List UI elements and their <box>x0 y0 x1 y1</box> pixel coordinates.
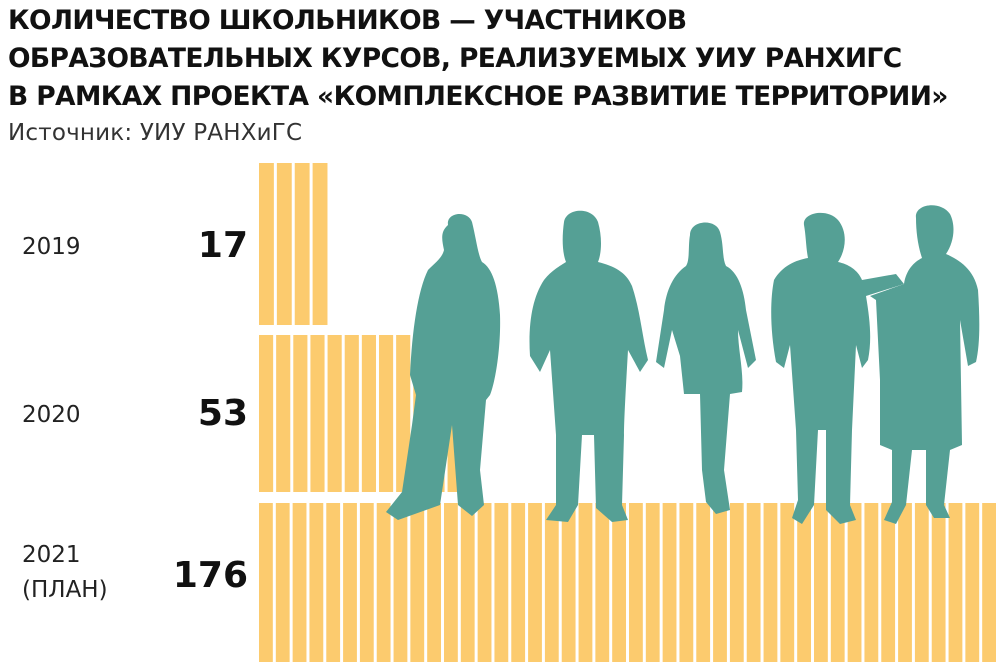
bar-2019 <box>259 163 328 325</box>
bar-stripe <box>746 503 761 662</box>
bar-stripe <box>662 503 677 662</box>
bar-stripe <box>544 503 559 662</box>
bar-stripe <box>763 503 778 662</box>
bar-stripe <box>343 503 357 662</box>
value-label-2021: 176 <box>172 555 248 596</box>
source-note: Источник: УИУ РАНХиГС <box>8 120 303 146</box>
people-silhouettes-icon <box>386 205 980 524</box>
bar-stripe <box>578 503 593 662</box>
year-label-2021: 2021 (ПЛАН) <box>22 542 108 603</box>
bar-stripe <box>361 335 376 492</box>
bar-stripe <box>696 503 711 662</box>
value-label-2019: 17 <box>197 225 248 266</box>
bar-stripe <box>427 503 441 662</box>
bar-2021 <box>259 503 996 662</box>
bar-stripe <box>780 503 795 662</box>
year-label-2019: 2019 <box>22 234 81 260</box>
bar-stripe <box>292 503 307 662</box>
bar-stripe <box>561 503 576 662</box>
bar-stripe <box>814 503 828 662</box>
bar-stripe <box>276 335 291 492</box>
bar-stripe <box>713 503 727 662</box>
bar-stripe <box>645 503 660 662</box>
man-silhouette-icon <box>529 210 648 522</box>
bar-stripe <box>294 163 310 325</box>
bar-stripe <box>276 163 292 325</box>
bar-stripe <box>494 503 509 662</box>
bar-stripe <box>312 163 328 325</box>
bar-stripe <box>830 503 845 662</box>
bar-stripe <box>327 335 342 492</box>
bar-stripe <box>396 335 411 492</box>
value-label-2020: 53 <box>197 393 248 434</box>
year-label-2020: 2020 <box>22 402 81 428</box>
bar-stripe <box>344 335 359 492</box>
title-line-2: ОБРАЗОВАТЕЛЬНЫХ КУРСОВ, РЕАЛИЗУЕМЫХ УИУ … <box>8 43 902 74</box>
bar-stripe <box>847 503 862 662</box>
bar-stripe <box>914 503 929 662</box>
bar-stripe <box>376 503 391 662</box>
bar-stripe <box>275 503 290 662</box>
bar-stripe <box>293 335 308 492</box>
bar-stripe <box>259 503 273 662</box>
bar-stripe <box>679 503 694 662</box>
bar-stripe <box>982 503 996 662</box>
bar-stripe <box>881 503 896 662</box>
bar-stripe <box>444 503 458 662</box>
bar-stripe <box>729 503 744 662</box>
bar-stripe <box>898 503 912 662</box>
woman-silhouette-icon <box>656 222 756 514</box>
bar-stripe <box>965 503 980 662</box>
bar-stripe <box>595 503 610 662</box>
bar-stripe <box>378 335 394 492</box>
woman-silhouette-icon <box>386 214 501 520</box>
bar-stripe <box>931 503 946 662</box>
bar-stripe <box>309 503 324 662</box>
bar-stripe <box>460 503 475 662</box>
bar-stripe <box>612 503 626 662</box>
bar-stripe <box>359 503 374 662</box>
bar-stripe <box>511 503 526 662</box>
bar-stripe <box>393 503 408 662</box>
chart-title: КОЛИЧЕСТВО ШКОЛЬНИКОВ — УЧАСТНИКОВ ОБРАЗ… <box>8 2 998 116</box>
bar-stripe <box>259 335 274 492</box>
bar-stripe <box>797 503 811 662</box>
bar-stripe <box>528 503 542 662</box>
man-silhouette-icon <box>870 205 980 524</box>
bar-stripe <box>477 503 492 662</box>
bar-stripe <box>259 163 274 325</box>
bar-stripe <box>310 335 325 492</box>
title-line-1: КОЛИЧЕСТВО ШКОЛЬНИКОВ — УЧАСТНИКОВ <box>8 5 687 36</box>
man-silhouette-icon <box>771 212 904 524</box>
bar-stripe <box>629 503 643 662</box>
bar-stripe <box>948 503 963 662</box>
bar-stripe <box>326 503 341 662</box>
plan-note: (ПЛАН) <box>22 577 108 603</box>
bar-stripe <box>864 503 879 662</box>
title-line-3: В РАМКАХ ПРОЕКТА «КОМПЛЕКСНОЕ РАЗВИТИЕ Т… <box>8 81 948 112</box>
bar-stripe <box>410 503 425 662</box>
